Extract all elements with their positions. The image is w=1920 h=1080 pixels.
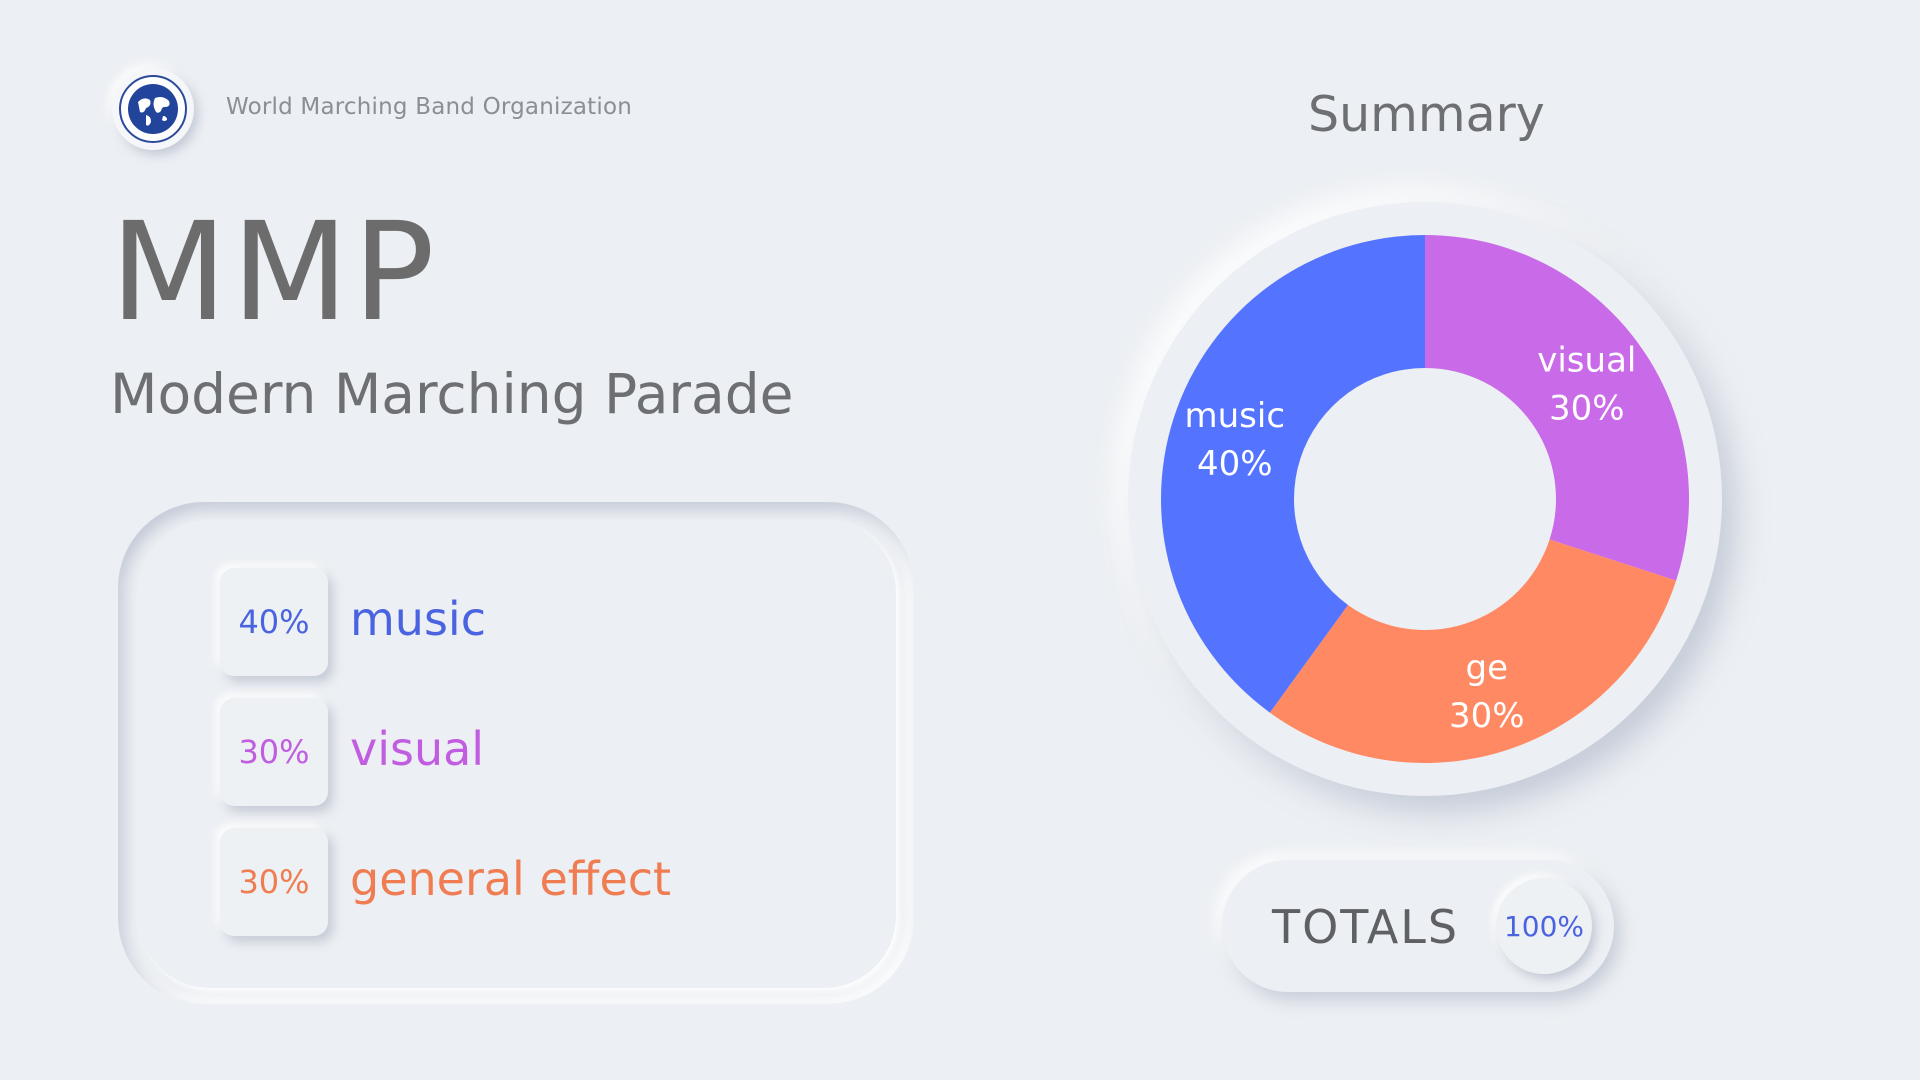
legend-percent-badge: 40% [220, 568, 328, 676]
donut-category-label: visual [1537, 340, 1636, 380]
legend-label: music [350, 592, 487, 646]
organization-name: World Marching Band Organization [226, 94, 633, 120]
page-title: MMP [110, 194, 439, 352]
legend-item-music: 40% music [220, 568, 860, 676]
legend-item-general-effect: 30% general effect [220, 828, 860, 936]
donut-slice-visual [1425, 235, 1689, 581]
page-subtitle: Modern Marching Parade [110, 362, 794, 426]
legend-percent-badge: 30% [220, 698, 328, 806]
legend-label: visual [350, 722, 485, 776]
donut-slice-music [1161, 235, 1425, 713]
donut-chart: visual 30% ge 30% music 40% [1161, 235, 1689, 763]
totals-label: TOTALS [1272, 900, 1460, 954]
legend-item-visual: 30% visual [220, 698, 860, 806]
donut-category-label: music [1185, 396, 1286, 436]
donut-value-label: 40% [1197, 444, 1273, 484]
totals-value-badge: 100% [1496, 878, 1592, 974]
legend-panel: 40% music 30% visual 30% general effect [118, 502, 914, 1004]
donut-category-label: ge [1466, 648, 1509, 688]
donut-slice-ge [1269, 539, 1677, 763]
legend-panel-inner: 40% music 30% visual 30% general effect [138, 520, 896, 988]
legend-percent-badge: 30% [220, 828, 328, 936]
globe-emblem-icon [119, 75, 187, 143]
organization-logo [112, 68, 194, 150]
summary-title: Summary [1308, 86, 1545, 143]
donut-chart-container: visual 30% ge 30% music 40% [1128, 202, 1722, 796]
totals-pill: TOTALS 100% [1222, 860, 1614, 992]
legend-label: general effect [350, 852, 672, 906]
donut-value-label: 30% [1549, 388, 1625, 428]
donut-value-label: 30% [1449, 696, 1525, 736]
